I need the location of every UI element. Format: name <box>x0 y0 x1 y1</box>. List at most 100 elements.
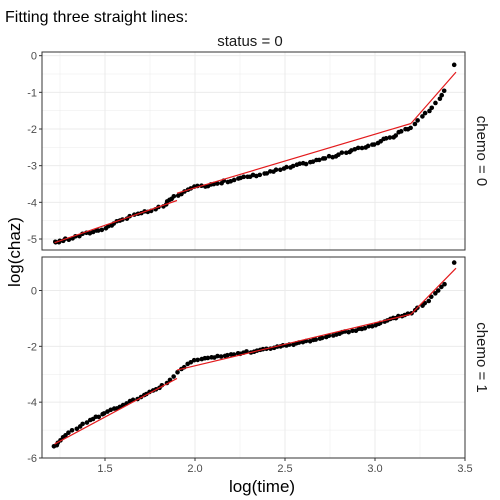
data-point <box>69 427 75 433</box>
fit-line-3 <box>410 267 457 315</box>
data-point <box>254 173 259 179</box>
fit-line-2 <box>176 313 412 371</box>
data-point <box>350 328 355 334</box>
data-point <box>359 145 365 151</box>
data-point <box>451 62 457 68</box>
data-point <box>346 329 351 335</box>
data-point <box>435 288 441 293</box>
data-point <box>319 335 325 341</box>
data-point <box>365 143 371 149</box>
facet-row-label: chemo = 0 <box>473 116 490 186</box>
data-point <box>108 407 114 413</box>
panel-background <box>42 52 465 250</box>
x-tick-label: 2.5 <box>277 463 292 475</box>
y-tick-label: -4 <box>27 197 37 209</box>
data-point <box>225 352 230 358</box>
y-tick-label: 0 <box>31 51 37 63</box>
data-point <box>74 426 80 432</box>
y-axis-label: log(chaz) <box>5 217 24 287</box>
data-point <box>80 421 85 427</box>
y-tick-label: -1 <box>27 87 37 99</box>
data-point <box>303 161 309 167</box>
data-point <box>326 153 332 159</box>
data-point <box>171 193 177 199</box>
data-point <box>398 129 404 134</box>
panel-2: -6 -4 -2 0 1.5 2.0 2.5 3.0 3.5 chemo = 1 <box>27 256 490 475</box>
data-point <box>215 353 220 359</box>
data-point <box>171 374 176 379</box>
data-point <box>442 281 447 287</box>
data-point <box>313 337 319 342</box>
data-point <box>63 433 68 438</box>
data-point <box>191 357 197 363</box>
facet-column-label: status = 0 <box>217 33 282 50</box>
data-point <box>393 133 399 138</box>
data-point <box>84 420 90 425</box>
data-point <box>415 118 420 123</box>
data-point <box>188 359 194 365</box>
y-tick-label: -5 <box>27 234 37 246</box>
x-tick-label: 3.0 <box>367 463 382 475</box>
data-point <box>95 228 101 233</box>
data-point <box>426 298 432 304</box>
data-point <box>427 108 432 114</box>
data-point <box>290 163 296 169</box>
data-point <box>231 177 237 183</box>
y-tick-label: -6 <box>27 453 37 465</box>
data-point <box>179 191 184 197</box>
data-point <box>310 159 316 164</box>
x-tick-label: 1.5 <box>97 463 112 475</box>
data-point <box>369 323 375 329</box>
data-point <box>383 136 389 141</box>
x-tick-label: 3.5 <box>457 463 472 475</box>
data-point <box>215 181 220 186</box>
data-point <box>429 105 435 111</box>
data-point <box>205 355 211 361</box>
data-point <box>437 96 443 102</box>
data-point <box>96 414 102 420</box>
plot-title: Fitting three straight lines: <box>5 9 188 26</box>
y-tick-label: -3 <box>27 161 37 173</box>
data-point <box>257 172 263 178</box>
data-point <box>420 114 425 119</box>
data-point <box>433 291 438 296</box>
data-point <box>422 110 428 116</box>
x-axis-label: log(time) <box>229 477 295 496</box>
data-point <box>355 145 361 151</box>
data-point <box>339 150 345 155</box>
y-tick-label: -4 <box>27 397 37 409</box>
data-point <box>277 167 283 173</box>
data-point <box>241 174 247 180</box>
panel-border <box>41 256 466 459</box>
data-point <box>218 354 224 359</box>
x-tick-label: 2.0 <box>187 463 202 475</box>
y-tick-label: -2 <box>27 341 37 353</box>
data-point <box>244 349 249 354</box>
data-point <box>322 156 328 161</box>
data-point <box>371 142 377 147</box>
y-tick-label: -2 <box>27 124 37 136</box>
y-tick-label: 0 <box>31 286 37 298</box>
facet-row-label: chemo = 1 <box>473 322 490 392</box>
data-point <box>66 430 71 435</box>
data-point <box>428 294 434 300</box>
panel-border <box>41 51 466 251</box>
data-point <box>441 88 447 94</box>
data-point <box>297 161 303 166</box>
data-point <box>99 227 105 233</box>
fit-line-1 <box>54 199 178 244</box>
data-point <box>175 369 180 375</box>
data-point <box>284 164 289 170</box>
data-point <box>362 325 368 331</box>
data-point <box>412 121 418 127</box>
data-point <box>439 284 444 290</box>
data-point <box>195 357 200 363</box>
data-point <box>316 157 322 163</box>
data-point <box>264 171 270 176</box>
fit-line-2 <box>176 122 412 194</box>
data-point <box>336 152 341 158</box>
fit-line-1 <box>54 377 178 445</box>
data-point <box>439 92 445 98</box>
panels: -5 -4 -3 -2 -1 0 chemo = 0 -6 -4 -2 0 1.5 2.0 2.5 3.0 3… <box>27 51 490 475</box>
